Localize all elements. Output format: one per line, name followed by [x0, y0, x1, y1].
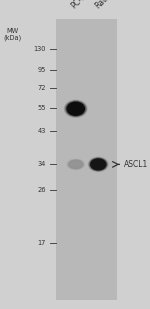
Ellipse shape	[90, 158, 107, 171]
Ellipse shape	[88, 157, 108, 171]
Ellipse shape	[67, 102, 84, 115]
Text: MW
(kDa): MW (kDa)	[3, 28, 21, 41]
Ellipse shape	[91, 159, 106, 170]
Ellipse shape	[69, 160, 82, 168]
Text: ASCL1: ASCL1	[124, 160, 148, 169]
Text: 34: 34	[37, 161, 46, 167]
Text: Rat2: Rat2	[93, 0, 112, 11]
Text: 17: 17	[37, 239, 46, 246]
Ellipse shape	[64, 100, 87, 117]
Text: PC-12: PC-12	[69, 0, 91, 11]
Ellipse shape	[66, 101, 86, 116]
Text: 95: 95	[37, 66, 46, 73]
Text: 26: 26	[37, 187, 46, 193]
Text: 55: 55	[37, 105, 46, 111]
Bar	[56, 19, 117, 300]
Text: 43: 43	[37, 128, 46, 134]
Ellipse shape	[67, 159, 85, 170]
Ellipse shape	[68, 160, 84, 169]
Text: 72: 72	[37, 85, 46, 91]
Text: 130: 130	[33, 46, 46, 53]
